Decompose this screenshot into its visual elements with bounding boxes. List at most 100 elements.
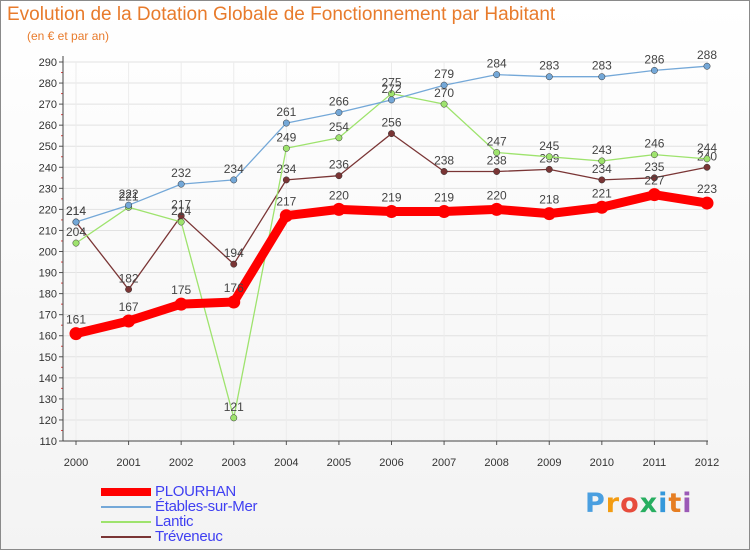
x-tick-label: 2007 — [432, 457, 456, 469]
data-label: 219 — [434, 190, 454, 204]
y-tick-label: 270 — [39, 99, 57, 111]
x-tick-label: 2005 — [327, 457, 351, 469]
x-tick-label: 2008 — [484, 457, 508, 469]
data-label: 275 — [381, 76, 401, 90]
x-tick-label: 2006 — [379, 457, 403, 469]
x-tick-label: 2010 — [590, 457, 614, 469]
x-tick-label: 2012 — [695, 457, 719, 469]
y-tick-label: 280 — [39, 78, 57, 90]
data-point — [440, 81, 448, 89]
data-point — [545, 153, 553, 161]
data-label: 244 — [697, 141, 717, 155]
logo-letter: o — [620, 488, 640, 519]
y-tick-label: 290 — [39, 57, 57, 69]
data-point — [493, 149, 501, 156]
data-label: 214 — [66, 204, 86, 218]
series--tables-sur-mer: 214 222 232 234 261 266 272 279 284 283 283 286 288 — [66, 48, 717, 226]
data-label: 161 — [66, 313, 86, 327]
data-label: 272 — [381, 82, 401, 96]
data-point — [72, 218, 80, 226]
data-label: 238 — [434, 153, 454, 167]
data-label: 234 — [276, 162, 296, 176]
logo-letter: x — [639, 488, 659, 519]
data-label: 217 — [276, 195, 296, 209]
logo-letter: P — [585, 488, 606, 519]
data-point — [542, 207, 556, 221]
data-point — [72, 239, 80, 247]
data-label: 194 — [224, 246, 244, 260]
data-point — [385, 204, 398, 218]
x-tick-label: 2002 — [169, 457, 193, 469]
data-label: 284 — [487, 57, 507, 71]
data-point — [598, 176, 606, 184]
data-point — [282, 176, 290, 184]
data-point — [125, 285, 133, 293]
data-point — [388, 96, 395, 104]
logo-letter: r — [605, 488, 621, 519]
y-tick-label: 110 — [39, 436, 57, 448]
data-label: 283 — [539, 59, 559, 73]
legend-swatch — [101, 488, 151, 496]
data-label: 121 — [224, 400, 244, 414]
data-point — [122, 314, 136, 328]
data-point — [440, 100, 448, 108]
data-label: 234 — [224, 162, 244, 176]
data-label: 220 — [487, 188, 507, 202]
data-point — [595, 200, 609, 214]
data-point — [282, 144, 290, 152]
data-point — [335, 134, 343, 142]
data-label: 254 — [329, 120, 349, 134]
data-label: 266 — [329, 95, 349, 109]
data-point — [227, 295, 241, 309]
data-label: 283 — [592, 59, 612, 73]
data-point — [282, 119, 290, 127]
data-point — [700, 196, 714, 210]
y-tick-label: 250 — [39, 141, 57, 153]
y-tick-label: 260 — [39, 120, 57, 132]
data-label: 182 — [119, 271, 139, 285]
data-label: 214 — [171, 204, 191, 218]
data-label: 243 — [592, 143, 612, 157]
y-tick-label: 170 — [39, 310, 57, 322]
data-point — [493, 168, 501, 175]
logo-letter: t — [668, 488, 683, 519]
data-point — [703, 163, 711, 171]
data-label: 227 — [644, 174, 664, 188]
data-label: 279 — [434, 67, 454, 81]
y-tick-label: 220 — [39, 204, 57, 216]
y-tick-label: 200 — [39, 247, 57, 259]
data-label: 270 — [434, 86, 454, 100]
data-point — [332, 202, 346, 216]
x-tick-label: 2011 — [643, 457, 667, 469]
data-point — [335, 172, 343, 180]
data-point — [388, 130, 395, 138]
data-point — [650, 66, 658, 74]
x-tick-label: 2009 — [537, 457, 561, 469]
chart-subtitle: (en € et par an) — [27, 29, 110, 43]
data-point — [437, 204, 451, 218]
data-label: 256 — [381, 116, 401, 130]
data-point — [177, 218, 185, 226]
data-label: 238 — [487, 153, 507, 167]
data-point — [493, 71, 501, 79]
series-plourhan: 161 167 175 176 217 220 219 219 220 218 221 227 223 — [66, 174, 717, 341]
data-point — [230, 414, 238, 422]
y-tick-label: 130 — [39, 394, 57, 406]
data-point — [230, 176, 238, 184]
data-label: 220 — [329, 188, 349, 202]
data-label: 167 — [119, 300, 139, 314]
data-point — [335, 109, 343, 116]
data-label: 232 — [171, 166, 191, 180]
data-label: 286 — [644, 52, 664, 66]
data-point — [598, 73, 606, 81]
y-tick-label: 230 — [39, 183, 57, 195]
x-tick-label: 2004 — [274, 457, 298, 469]
legend-label: Étables-sur-Mer — [155, 498, 258, 515]
legend-swatch — [101, 521, 151, 523]
data-point — [279, 209, 293, 223]
data-point — [490, 202, 504, 216]
legend-swatch — [101, 506, 151, 508]
data-label: 204 — [66, 225, 86, 239]
data-label: 236 — [329, 158, 349, 172]
